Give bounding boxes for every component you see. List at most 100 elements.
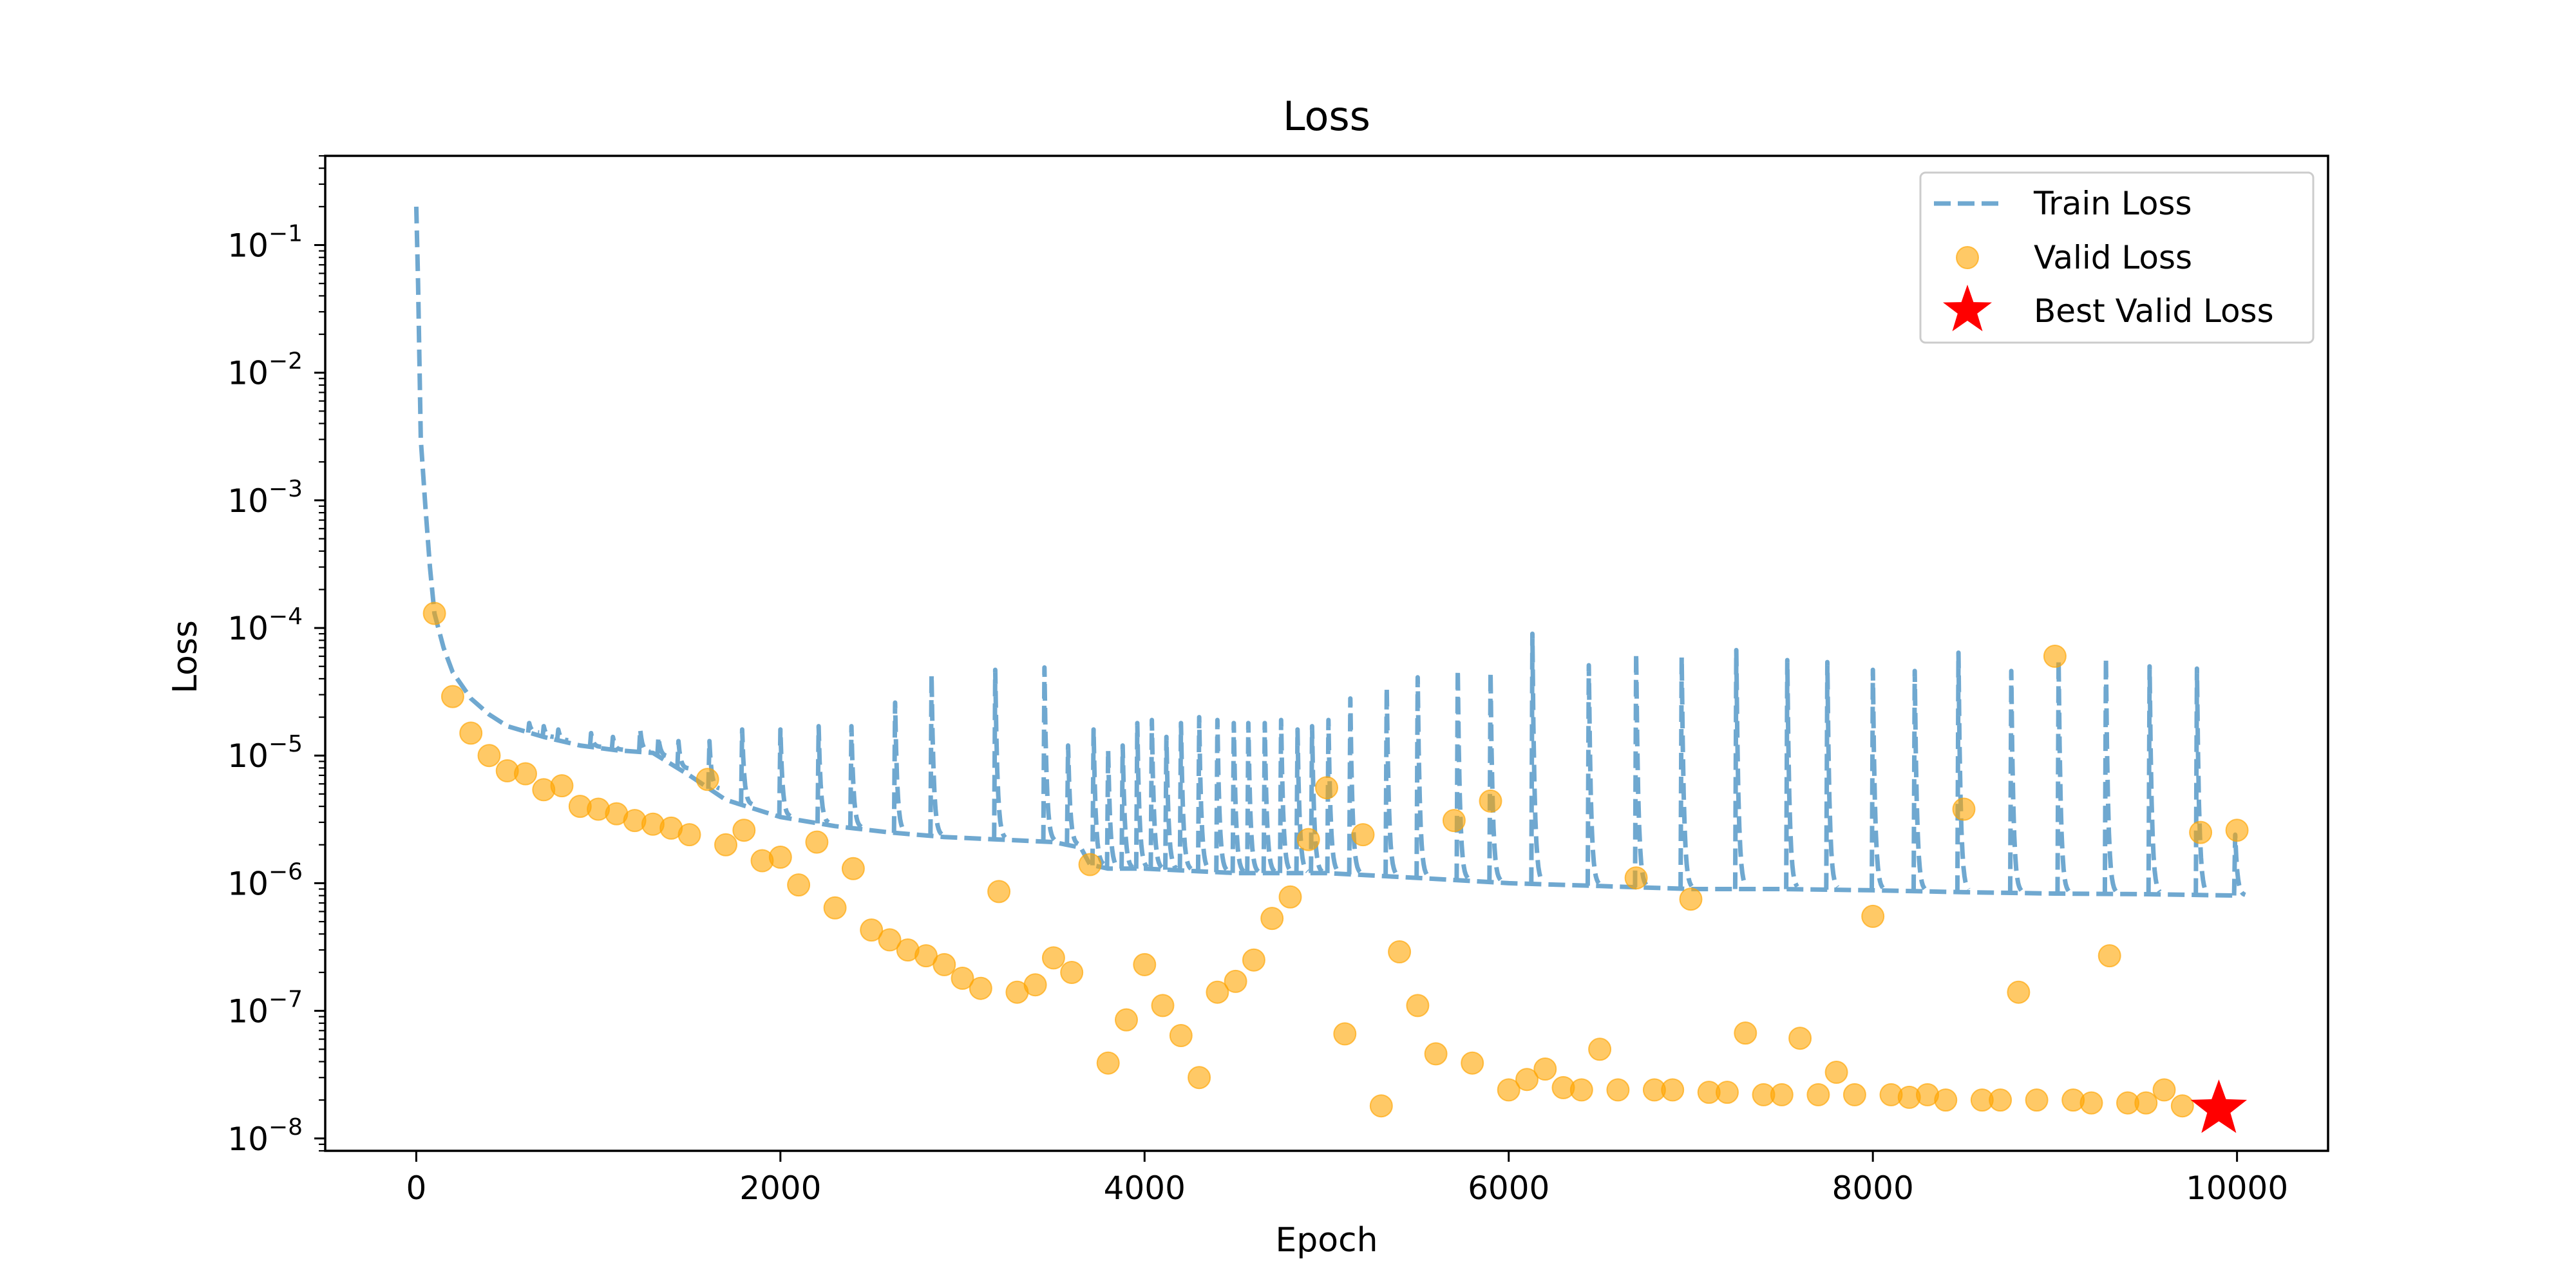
valid-loss-point [1461, 1051, 1484, 1075]
valid-loss-point [768, 846, 792, 869]
train-loss-spike [1955, 650, 1971, 893]
train-loss-spike [1065, 743, 1079, 846]
train-loss-spike [739, 727, 753, 806]
train-loss-spike [2231, 832, 2247, 897]
train-loss-spike [891, 700, 907, 833]
x-tick-label: 4000 [1104, 1170, 1186, 1207]
train-loss-spike [554, 727, 570, 743]
valid-loss-point [1296, 828, 1320, 851]
legend-valid-loss-label: Valid Loss [2034, 239, 2192, 276]
valid-loss-point [878, 928, 902, 952]
legend-best-valid-loss-swatch [1943, 285, 1992, 332]
valid-loss-point [2098, 944, 2121, 968]
valid-loss-point [1260, 907, 1284, 931]
train-loss-spike [1414, 675, 1430, 878]
train-loss-spike [1214, 717, 1229, 873]
train-loss-spike [1585, 663, 1601, 886]
valid-loss-point [514, 762, 537, 786]
valid-loss-point [2079, 1091, 2103, 1115]
y-axis-label: Loss [166, 620, 205, 694]
train-loss-spike [540, 724, 555, 739]
valid-loss-point [2152, 1078, 2176, 1102]
valid-loss-point [1842, 1083, 1866, 1106]
valid-loss-point [933, 952, 956, 976]
valid-loss-point [1424, 1042, 1448, 1066]
valid-loss-point [1406, 994, 1430, 1018]
valid-loss-point [1679, 887, 1703, 911]
legend: Train Loss Valid Loss Best Valid Loss [1919, 171, 2315, 344]
train-loss-spike [526, 721, 541, 735]
valid-loss-point [1861, 904, 1885, 928]
train-loss-spike [815, 724, 830, 824]
y-axis: 10−8 10−7 10−6 10−5 10−4 10−3 10−2 10−1 [227, 155, 325, 1158]
train-loss-spike [1294, 727, 1309, 873]
y-tick-label: 10−4 [227, 603, 303, 647]
train-loss-spike [1195, 715, 1211, 872]
train-loss-spike [1784, 658, 1799, 889]
train-loss-spike [655, 734, 670, 759]
valid-loss-point [1569, 1078, 1593, 1102]
valid-loss-point [1133, 952, 1157, 976]
valid-loss-point [696, 768, 719, 791]
train-loss-spike [636, 727, 652, 754]
train-loss-spike [1041, 665, 1056, 842]
valid-loss-point [477, 744, 501, 768]
valid-loss-point [1206, 980, 1229, 1004]
train-loss-spike [1090, 727, 1105, 866]
x-tick-label: 8000 [1832, 1170, 1914, 1207]
valid-loss-point [1315, 776, 1338, 800]
valid-loss-point [1806, 1083, 1830, 1106]
train-loss-spike [1487, 670, 1502, 882]
valid-loss-point [2170, 1094, 2194, 1118]
train-loss-spike [1261, 721, 1276, 873]
train-loss-spike [1119, 743, 1134, 869]
valid-loss-point [1388, 940, 1412, 963]
train-loss-spike [1454, 667, 1470, 880]
valid-loss-point [1151, 994, 1175, 1018]
train-loss-spike [777, 727, 792, 819]
plot-area [413, 206, 2249, 1133]
train-loss-spike [848, 724, 863, 829]
train-loss-spike [1177, 721, 1193, 871]
y-tick-label: 10−7 [227, 987, 303, 1030]
x-tick-label: 0 [406, 1170, 426, 1207]
valid-loss-point [1934, 1088, 1958, 1112]
valid-loss-point [1351, 823, 1375, 847]
best-valid-loss-marker [2190, 1079, 2248, 1133]
valid-loss-point [1096, 1051, 1120, 1075]
legend-train-loss-label: Train Loss [2033, 185, 2192, 222]
y-tick-label: 10−6 [227, 858, 303, 902]
valid-loss-point [2134, 1091, 2158, 1115]
valid-loss-point [1989, 1088, 2012, 1112]
x-axis-label: Epoch [1275, 1221, 1378, 1260]
valid-loss-point [1716, 1081, 1739, 1104]
train-loss-spike [1678, 655, 1694, 889]
valid-loss-point [860, 918, 884, 942]
valid-loss-point [1078, 853, 1102, 876]
train-loss-spike [2193, 666, 2209, 895]
valid-loss-point [1333, 1022, 1357, 1046]
valid-loss-point [1242, 948, 1265, 972]
x-tick-label: 10000 [2186, 1170, 2288, 1207]
train-loss-spike [2055, 658, 2071, 894]
valid-loss-point [1188, 1066, 1211, 1090]
x-axis: 0 2000 4000 6000 8000 10000 [406, 1151, 2288, 1207]
valid-loss-point [787, 873, 811, 897]
train-loss-spike [609, 734, 625, 752]
valid-loss-point [2007, 980, 2031, 1004]
y-tick-label: 10−2 [227, 348, 303, 392]
valid-loss-point [1824, 1061, 1848, 1084]
valid-loss-point [422, 601, 446, 625]
train-loss-spike [928, 672, 943, 837]
train-loss-spike [1245, 721, 1260, 873]
valid-loss-point [823, 896, 847, 920]
valid-loss-point [1115, 1008, 1138, 1032]
valid-loss-point [2225, 819, 2249, 842]
valid-loss-point [1770, 1083, 1794, 1106]
legend-valid-loss-swatch [1956, 246, 1979, 269]
valid-loss-point [969, 976, 992, 1000]
y-tick-label: 10−3 [227, 476, 303, 520]
train-loss-spike [992, 667, 1007, 840]
train-loss-spike [1347, 696, 1362, 875]
